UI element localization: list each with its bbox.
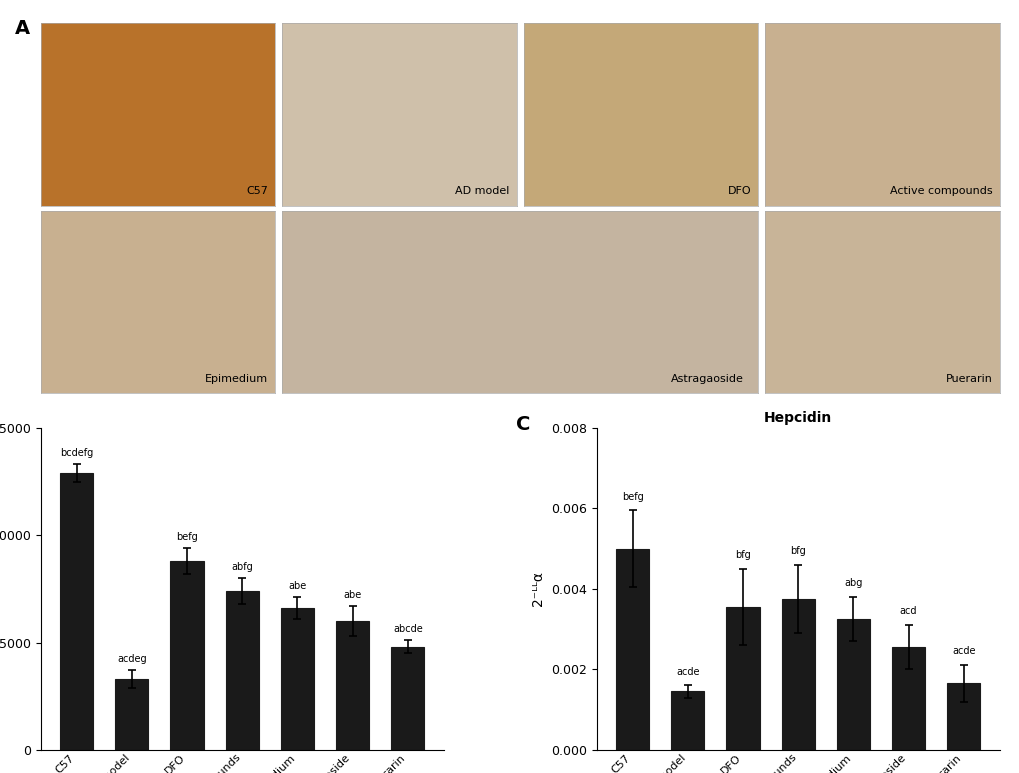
Bar [615,549,648,750]
Bar [335,621,369,750]
Text: abe: abe [343,590,362,600]
Bar [671,692,704,750]
Text: bfg: bfg [735,550,750,560]
Text: DFO: DFO [727,186,750,196]
Bar [391,647,424,750]
Bar [170,561,204,750]
Text: acd: acd [899,606,916,616]
Text: abcde: abcde [392,625,422,635]
Bar [115,679,149,750]
Text: bfg: bfg [790,546,805,556]
Text: A: A [15,19,31,39]
Text: acde: acde [676,666,699,676]
Text: Astragaoside: Astragaoside [671,374,743,384]
Text: acde: acde [951,646,974,656]
Text: Puerarin: Puerarin [945,374,991,384]
Bar [781,599,814,750]
Text: AD model: AD model [454,186,510,196]
Text: bcdefg: bcdefg [60,448,93,458]
Bar [225,591,259,750]
Bar [836,619,869,750]
Bar [60,473,93,750]
Bar [726,607,759,750]
Text: Epimedium: Epimedium [205,374,268,384]
Bar [891,647,924,750]
Text: C57: C57 [246,186,268,196]
Text: abe: abe [288,581,307,591]
Text: acdeg: acdeg [117,655,147,665]
Y-axis label: 2⁻ᴸᴸα: 2⁻ᴸᴸα [531,571,545,606]
Text: abg: abg [844,578,862,588]
Text: abfg: abfg [231,562,253,572]
Text: befg: befg [622,492,643,502]
Text: C: C [516,415,530,434]
Bar [280,608,314,750]
Title: Hepcidin: Hepcidin [763,411,832,425]
Bar [947,683,979,750]
Text: befg: befg [176,532,198,542]
Text: Active compounds: Active compounds [889,186,991,196]
